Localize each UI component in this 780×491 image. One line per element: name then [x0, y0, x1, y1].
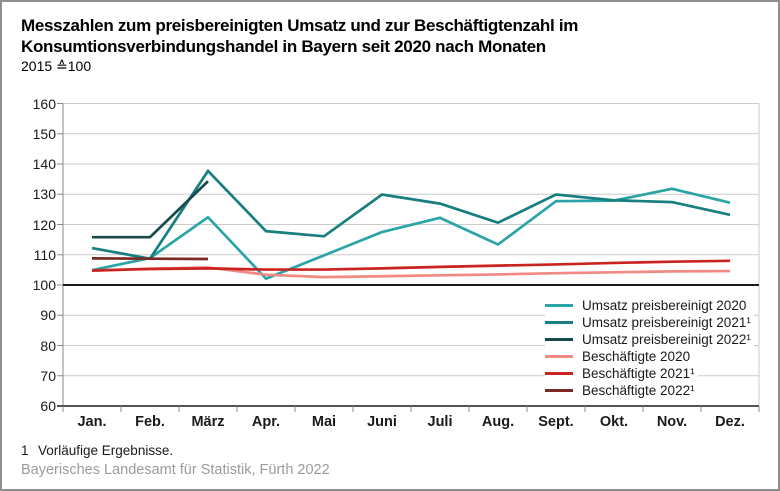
- legend-label: Umsatz preisbereinigt 2020: [582, 298, 747, 313]
- series-line-besch-ftigte-2022-: [91, 257, 209, 261]
- source-text: Bayerisches Landesamt für Statistik, Für…: [21, 462, 330, 478]
- x-tick-label-11: Nov.: [656, 414, 688, 430]
- legend-swatch: [545, 338, 573, 341]
- chart-legend: Umsatz preisbereinigt 2020 Umsatz preisbe…: [545, 297, 754, 399]
- y-tick-label-110: 110: [33, 246, 56, 263]
- legend-label: Umsatz preisbereinigt 2022¹: [582, 332, 751, 347]
- chart-title-line1: Messzahlen zum preisbereinigten Umsatz u…: [21, 16, 579, 35]
- legend-swatch: [545, 304, 573, 307]
- y-tick-label-130: 130: [32, 186, 56, 203]
- x-tick-label-1: Jan.: [77, 414, 107, 430]
- chart-subtitle-index-base: 2015 ≙100: [21, 58, 92, 74]
- x-tick-label-6: Juni: [367, 414, 397, 430]
- legend-item: Umsatz preisbereinigt 2020: [545, 297, 750, 314]
- legend-item: Beschäftigte 2021¹: [545, 365, 698, 382]
- y-tick-label-70: 70: [40, 367, 56, 384]
- y-tick-label-120: 120: [32, 216, 56, 233]
- legend-swatch: [545, 355, 573, 358]
- legend-item: Umsatz preisbereinigt 2022¹: [545, 331, 754, 348]
- series-line-umsatz-preisbereinigt-2021-: [91, 168, 731, 261]
- x-tick-label-2: Feb.: [135, 414, 165, 430]
- legend-label: Beschäftigte 2020: [582, 349, 691, 364]
- series-line-besch-ftigte-2021-: [91, 259, 731, 272]
- x-tick-label-9: Sept.: [538, 414, 574, 430]
- x-tick-label-8: Aug.: [481, 414, 515, 430]
- x-tick-label-5: Mai: [311, 414, 337, 430]
- x-tick-label-10: Okt.: [599, 414, 629, 430]
- y-tick-label-150: 150: [32, 125, 56, 142]
- series-line-umsatz-preisbereinigt-2022-: [92, 180, 209, 239]
- footnote-text: Vorläufige Ergebnisse.: [38, 443, 174, 458]
- y-tick-label-90: 90: [40, 307, 56, 324]
- footnote-marker: 1: [21, 443, 29, 458]
- legend-swatch: [545, 372, 573, 375]
- legend-label: Umsatz preisbereinigt 2021¹: [582, 315, 751, 330]
- x-tick-label-12: Dez.: [715, 414, 745, 430]
- legend-item: Beschäftigte 2022¹: [545, 382, 698, 399]
- legend-label: Beschäftigte 2022¹: [582, 383, 695, 398]
- chart-title-line2: Konsumtionsverbindungshandel in Bayern s…: [21, 37, 546, 56]
- legend-swatch: [545, 321, 573, 324]
- title-block: Messzahlen zum preisbereinigten Umsatz u…: [21, 15, 578, 75]
- legend-label: Beschäftigte 2021¹: [582, 366, 695, 381]
- legend-item: Umsatz preisbereinigt 2021¹: [545, 314, 754, 331]
- footnote: 1 Vorläufige Ergebnisse.: [21, 443, 173, 458]
- x-tick-label-4: Apr.: [251, 414, 281, 430]
- y-tick-label-140: 140: [32, 156, 56, 172]
- y-tick-label-100: 100: [32, 277, 56, 293]
- legend-item: Beschäftigte 2020: [545, 348, 694, 365]
- x-tick-label-3: März: [191, 414, 225, 430]
- y-tick-label-60: 60: [40, 398, 56, 414]
- y-tick-label-80: 80: [40, 337, 56, 354]
- x-tick-label-7: Juli: [427, 414, 453, 430]
- series-line-umsatz-preisbereinigt-2020: [91, 187, 731, 281]
- y-tick-label-160: 160: [32, 95, 56, 112]
- legend-swatch: [545, 389, 573, 392]
